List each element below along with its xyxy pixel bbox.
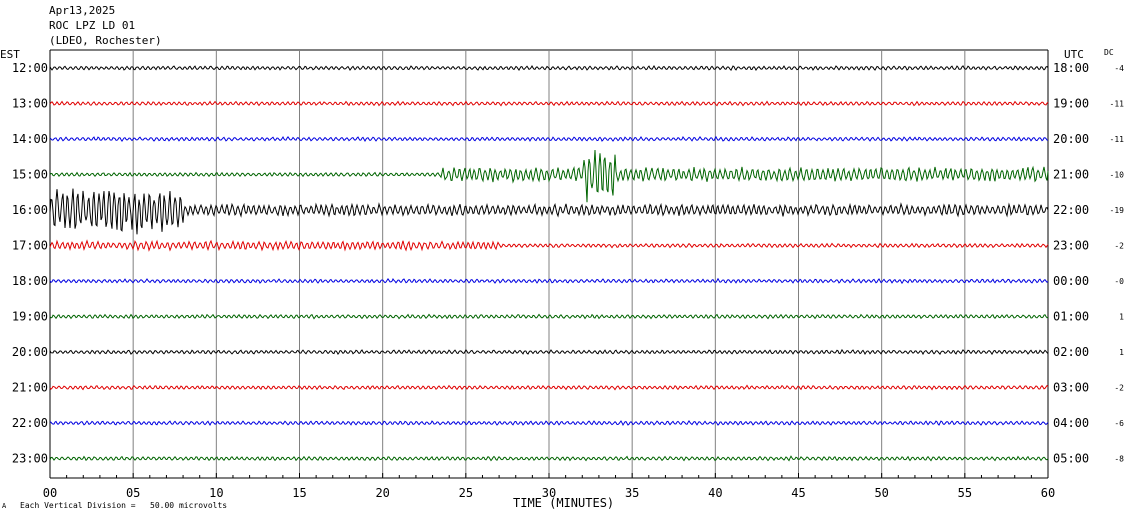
utc-hour-label: 01:00 [1053,310,1089,324]
utc-hour-label: 20:00 [1053,132,1089,146]
utc-hour-label: 00:00 [1053,274,1089,288]
utc-hour-label: 05:00 [1053,452,1089,466]
trace-1900 [49,313,1049,320]
dc-offset-value: -2 [1114,384,1124,393]
x-axis-title: TIME (MINUTES) [513,496,615,510]
x-tick-label: 60 [1041,486,1055,500]
dc-offset-value: -4 [1114,64,1124,73]
est-hour-label: 17:00 [12,239,48,253]
trace-2200 [49,419,1049,427]
utc-hour-label: 23:00 [1053,239,1089,253]
trace-1500 [49,149,1049,203]
trace-labels: 12:00 18:00 -4 13:00 19:00 -11 14:00 20:00 -11 15… [12,61,1124,466]
scale-note: Each Vertical Division = 50.00 microvolt… [20,501,228,510]
left-timezone-label: EST [0,48,20,61]
x-tick-label: 00 [43,486,57,500]
dc-offset-value: -11 [1110,135,1125,144]
dc-offset-value: -0 [1114,277,1124,286]
trace-1800 [49,277,1049,285]
trace-1600 [49,188,1049,235]
trace-2300 [49,455,1049,462]
right-timezone-label: UTC [1064,48,1084,61]
dc-offset-value: -8 [1114,455,1124,464]
plot-date: Apr13,2025 [49,4,116,17]
utc-hour-label: 04:00 [1053,416,1089,430]
est-hour-label: 22:00 [12,416,48,430]
dc-offset-value: 1 [1119,313,1124,322]
utc-hour-label: 22:00 [1053,203,1089,217]
x-tick-label: 10 [209,486,223,500]
est-hour-label: 20:00 [12,345,48,359]
dc-offset-value: 1 [1119,348,1124,357]
trace-1300 [49,100,1049,107]
trace-2000 [49,348,1049,356]
footer-mark: A [2,502,7,510]
est-hour-label: 13:00 [12,97,48,111]
x-tick-label: 20 [375,486,389,500]
trace-2100 [49,384,1049,391]
utc-hour-label: 03:00 [1053,381,1089,395]
est-hour-label: 14:00 [12,132,48,146]
dc-offset-value: -6 [1114,419,1124,428]
x-tick-label: 15 [292,486,306,500]
est-hour-label: 16:00 [12,203,48,217]
x-tick-label: 50 [874,486,888,500]
utc-hour-label: 21:00 [1053,168,1089,182]
est-hour-label: 23:00 [12,452,48,466]
dc-offset-header: DC [1104,48,1114,57]
utc-hour-label: 19:00 [1053,97,1089,111]
utc-hour-label: 02:00 [1053,345,1089,359]
seismic-traces [49,64,1049,462]
x-tick-label: 55 [958,486,972,500]
network-name: (LDEO, Rochester) [49,34,162,47]
trace-1400 [49,135,1049,143]
est-hour-label: 19:00 [12,310,48,324]
dc-offset-value: -19 [1110,206,1125,215]
x-tick-label: 35 [625,486,639,500]
station-code: ROC LPZ LD 01 [49,19,136,32]
x-tick-label: 45 [791,486,805,500]
est-hour-label: 15:00 [12,168,48,182]
utc-hour-label: 18:00 [1053,61,1089,75]
x-tick-label: 30 [542,486,556,500]
trace-1200 [49,64,1049,72]
dc-offset-value: -10 [1110,171,1125,180]
dc-offset-value: -2 [1114,242,1124,251]
x-tick-label: 05 [126,486,140,500]
x-tick-label: 40 [708,486,722,500]
est-hour-label: 18:00 [12,274,48,288]
est-hour-label: 12:00 [12,61,48,75]
time-axis: 00 05 10 15 20 25 30 35 40 45 50 55 60 [43,473,1055,500]
x-tick-label: 25 [459,486,473,500]
est-hour-label: 21:00 [12,381,48,395]
dc-offset-value: -11 [1110,100,1125,109]
trace-1700 [49,239,1049,252]
minute-gridlines [49,49,1049,479]
